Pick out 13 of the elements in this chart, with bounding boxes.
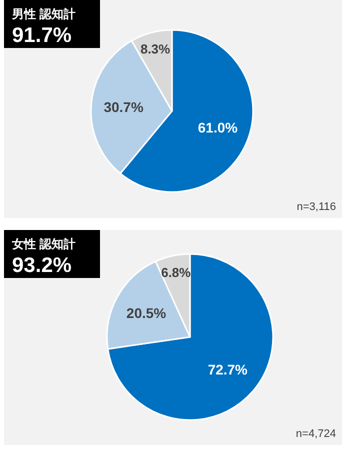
data-label: 61.0%: [198, 119, 238, 136]
chart-title: 女性 認知計: [11, 237, 76, 251]
data-label: 30.7%: [104, 98, 144, 115]
data-label: 8.3%: [140, 41, 171, 56]
pie-slice: [107, 253, 274, 421]
data-label: 6.8%: [161, 265, 192, 280]
chart-title: 男性 認知計: [11, 7, 76, 21]
text: n=3,116: [296, 201, 336, 213]
chart-subtitle: 91.7%: [12, 24, 72, 47]
text: n=4,724: [296, 428, 336, 440]
chart-subtitle: 93.2%: [12, 254, 72, 277]
data-label: 72.7%: [208, 362, 248, 378]
data-label: 20.5%: [126, 305, 167, 322]
